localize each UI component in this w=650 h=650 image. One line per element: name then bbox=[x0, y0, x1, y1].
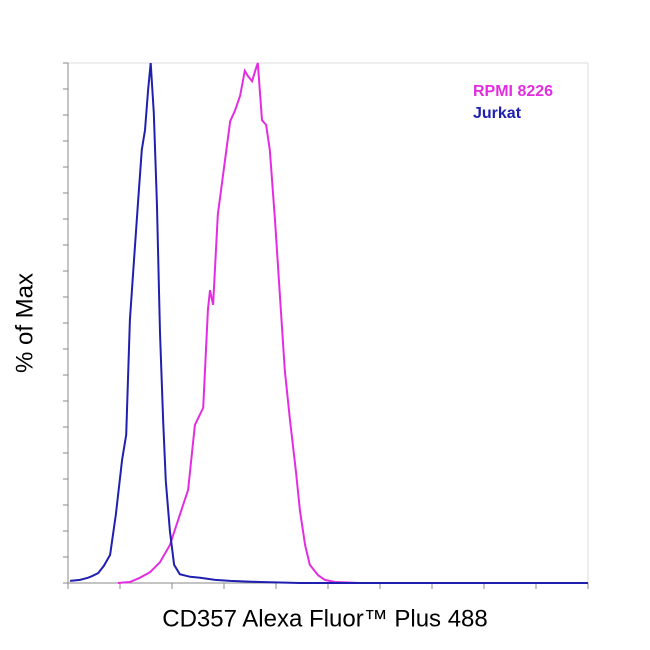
legend-entry: Jurkat bbox=[473, 105, 522, 122]
y-axis-label: % of Max bbox=[11, 273, 38, 373]
legend-entry: RPMI 8226 bbox=[473, 83, 553, 100]
plot-frame bbox=[67, 62, 589, 584]
series-line bbox=[117, 62, 588, 584]
x-axis-label: CD357 Alexa Fluor™ Plus 488 bbox=[162, 605, 488, 632]
series-line bbox=[69, 62, 588, 584]
